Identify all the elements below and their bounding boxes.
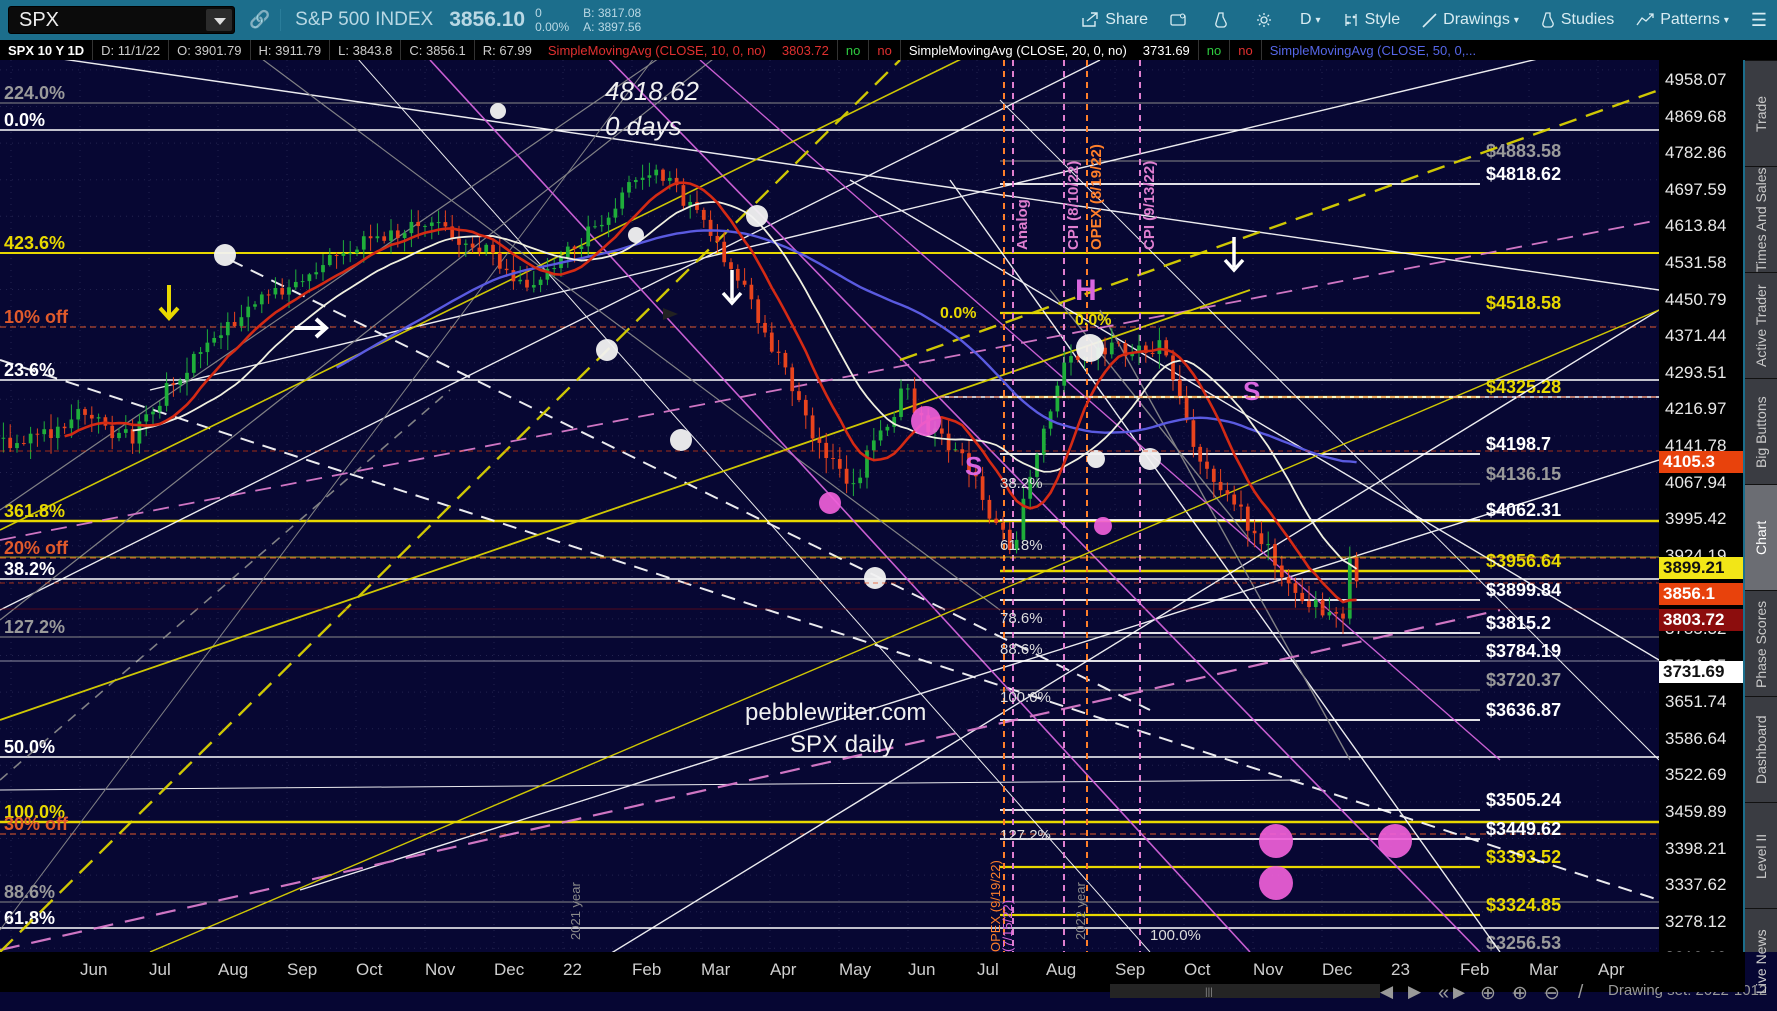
svg-text:88.6%: 88.6% [1000, 641, 1043, 658]
svg-text:S: S [1243, 376, 1260, 406]
svg-text:$3815.2: $3815.2 [1486, 613, 1551, 633]
svg-text:SPX daily: SPX daily [790, 731, 894, 758]
svg-text:100.0%: 100.0% [1150, 927, 1201, 944]
svg-text:0.0%: 0.0% [940, 305, 976, 322]
svg-text:H: H [1075, 274, 1097, 307]
svg-text:4818.62: 4818.62 [605, 76, 700, 106]
svg-text:127.2%: 127.2% [1000, 827, 1051, 844]
svg-text:0 days: 0 days [605, 111, 682, 141]
svg-text:OPEX (8/19/22): OPEX (8/19/22) [1088, 144, 1105, 250]
svg-text:224.0%: 224.0% [4, 83, 65, 103]
svg-text:2022 year: 2022 year [1073, 882, 1088, 940]
svg-text:$4818.62: $4818.62 [1486, 164, 1561, 184]
svg-text:(7/15/22): (7/15/22) [1000, 900, 1015, 952]
svg-text:pebblewriter.com: pebblewriter.com [745, 699, 926, 726]
svg-text:10% off: 10% off [4, 307, 69, 327]
svg-text:423.6%: 423.6% [4, 233, 65, 253]
svg-text:$3393.52: $3393.52 [1486, 847, 1561, 867]
svg-text:88.6%: 88.6% [4, 882, 55, 902]
svg-text:$4325.28: $4325.28 [1486, 377, 1561, 397]
svg-text:0.0%: 0.0% [1075, 312, 1111, 329]
svg-text:S: S [965, 451, 982, 481]
svg-text:38.2%: 38.2% [1000, 475, 1043, 492]
svg-text:$3956.64: $3956.64 [1486, 551, 1561, 571]
svg-text:61.8%: 61.8% [1000, 537, 1043, 554]
svg-text:127.2%: 127.2% [4, 617, 65, 637]
svg-text:0.0%: 0.0% [4, 110, 45, 130]
svg-text:CPI (9/13/22): CPI (9/13/22) [1141, 161, 1158, 250]
svg-text:$3505.24: $3505.24 [1486, 790, 1561, 810]
svg-text:$3636.87: $3636.87 [1486, 700, 1561, 720]
svg-text:2021 year: 2021 year [568, 882, 583, 940]
svg-text:78.6%: 78.6% [1000, 610, 1043, 627]
svg-text:$4883.58: $4883.58 [1486, 141, 1561, 161]
svg-text:100.0%: 100.0% [1000, 689, 1051, 706]
svg-text:CPI (8/10/22): CPI (8/10/22) [1065, 161, 1082, 250]
svg-text:361.8%: 361.8% [4, 501, 65, 521]
svg-text:$4136.15: $4136.15 [1486, 464, 1561, 484]
svg-text:38.2%: 38.2% [4, 559, 55, 579]
svg-text:30% off: 30% off [4, 814, 69, 834]
svg-text:Analog: Analog [1014, 199, 1031, 250]
svg-text:$4518.58: $4518.58 [1486, 293, 1561, 313]
svg-text:61.8%: 61.8% [4, 908, 55, 928]
svg-text:$3720.37: $3720.37 [1486, 670, 1561, 690]
svg-text:$3449.62: $3449.62 [1486, 819, 1561, 839]
svg-text:20% off: 20% off [4, 538, 69, 558]
svg-text:$3324.85: $3324.85 [1486, 895, 1561, 915]
